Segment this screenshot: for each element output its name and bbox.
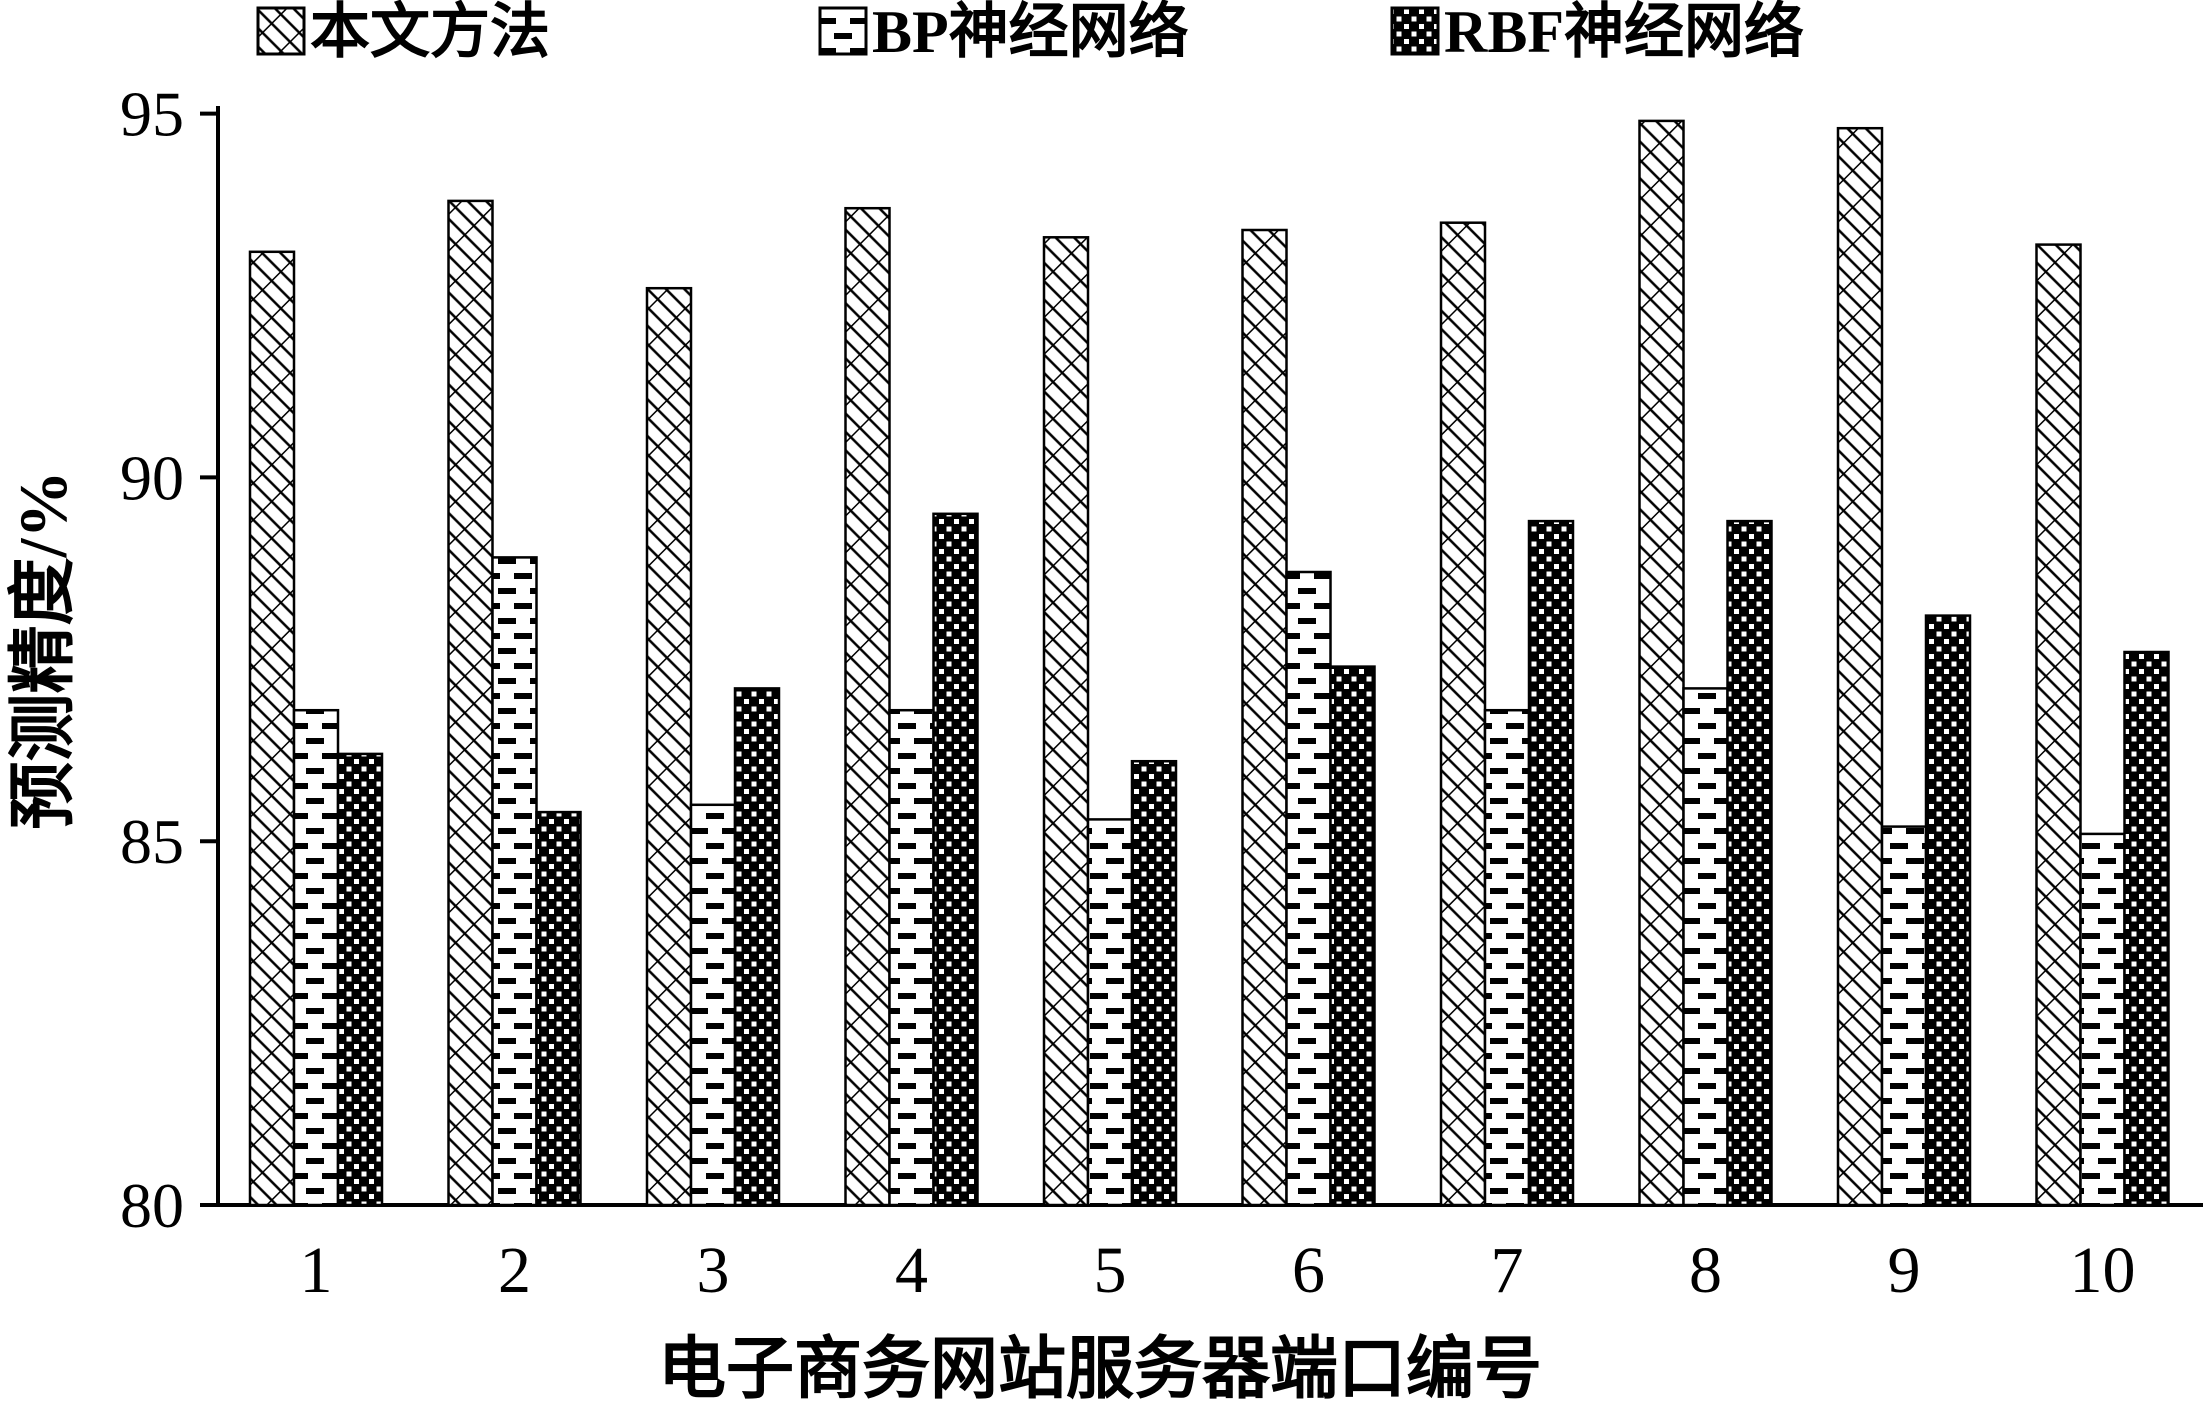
- bar-series1-cat6: [1241, 228, 1288, 1207]
- y-axis-ticks: 80 85 90 95: [120, 79, 218, 1241]
- legend-label-rbf: RBF神经网络: [1444, 0, 1804, 65]
- bar-series3-cat1: [336, 752, 384, 1207]
- y-tick-label-85: 85: [120, 806, 184, 877]
- bar-series3-cat8: [1726, 519, 1773, 1207]
- bar-series3-cat3: [733, 687, 781, 1207]
- bar-series1-cat3: [645, 286, 693, 1207]
- bar-series2-cat4: [888, 708, 935, 1207]
- legend-item-bp: BP神经网络: [818, 0, 1189, 65]
- bar-series2-cat10: [2079, 832, 2126, 1207]
- x-category-label-10: 10: [2070, 1234, 2136, 1307]
- x-category-label-5: 5: [1094, 1234, 1127, 1307]
- legend-label-bp: BP神经网络: [872, 0, 1189, 65]
- y-tick-label-80: 80: [120, 1170, 184, 1241]
- bars-layer: [248, 119, 2170, 1207]
- bar-series2-cat8: [1682, 687, 1729, 1207]
- bar-series3-cat9: [1924, 614, 1972, 1207]
- x-category-label-9: 9: [1888, 1234, 1921, 1307]
- bar-series1-cat7: [1439, 221, 1487, 1207]
- x-axis-title: 电子商务网站服务器端口编号: [658, 1331, 1542, 1407]
- bar-series2-cat3: [689, 803, 737, 1207]
- bar-series2-cat5: [1086, 818, 1134, 1207]
- legend-swatch-bp-icon: [818, 6, 868, 56]
- x-category-label-6: 6: [1292, 1234, 1325, 1307]
- x-category-label-7: 7: [1491, 1234, 1524, 1307]
- bar-series3-cat7: [1527, 519, 1575, 1207]
- bar-series1-cat2: [447, 199, 494, 1207]
- x-axis-category-labels: 1 2 3 4 5 6 7 8 9 10: [300, 1234, 2136, 1307]
- bar-series2-cat2: [491, 556, 538, 1207]
- y-tick-label-90: 90: [120, 442, 184, 513]
- x-category-label-3: 3: [697, 1234, 730, 1307]
- legend-item-method: 本文方法: [256, 0, 550, 65]
- y-axis-title: 预测精度/%: [5, 471, 81, 830]
- x-category-label-2: 2: [498, 1234, 531, 1307]
- bar-series3-cat6: [1329, 665, 1376, 1207]
- bar-series1-cat1: [248, 250, 296, 1207]
- legend: 本文方法 BP神经网络 RBF神经网络: [256, 0, 1804, 65]
- bar-series3-cat5: [1130, 759, 1178, 1207]
- bar-series2-cat1: [292, 708, 340, 1207]
- bar-series2-cat7: [1483, 708, 1531, 1207]
- legend-swatch-rbf-icon: [1390, 6, 1440, 56]
- legend-label-method: 本文方法: [310, 0, 550, 65]
- x-category-label-4: 4: [895, 1234, 928, 1307]
- bar-series1-cat9: [1836, 126, 1884, 1207]
- bar-series3-cat10: [2123, 650, 2170, 1207]
- bar-series1-cat5: [1042, 236, 1090, 1207]
- bar-series2-cat6: [1285, 570, 1332, 1207]
- bar-series1-cat10: [2035, 243, 2082, 1207]
- bar-series3-cat4: [932, 512, 979, 1207]
- bar-series1-cat4: [844, 206, 891, 1207]
- y-tick-label-95: 95: [120, 79, 184, 150]
- legend-item-rbf: RBF神经网络: [1390, 0, 1804, 65]
- x-category-label-8: 8: [1689, 1234, 1722, 1307]
- bar-series1-cat8: [1638, 119, 1685, 1207]
- bar-series2-cat9: [1880, 825, 1928, 1207]
- x-category-label-1: 1: [300, 1234, 333, 1307]
- legend-swatch-method-icon: [256, 6, 306, 56]
- bar-series3-cat2: [535, 810, 582, 1207]
